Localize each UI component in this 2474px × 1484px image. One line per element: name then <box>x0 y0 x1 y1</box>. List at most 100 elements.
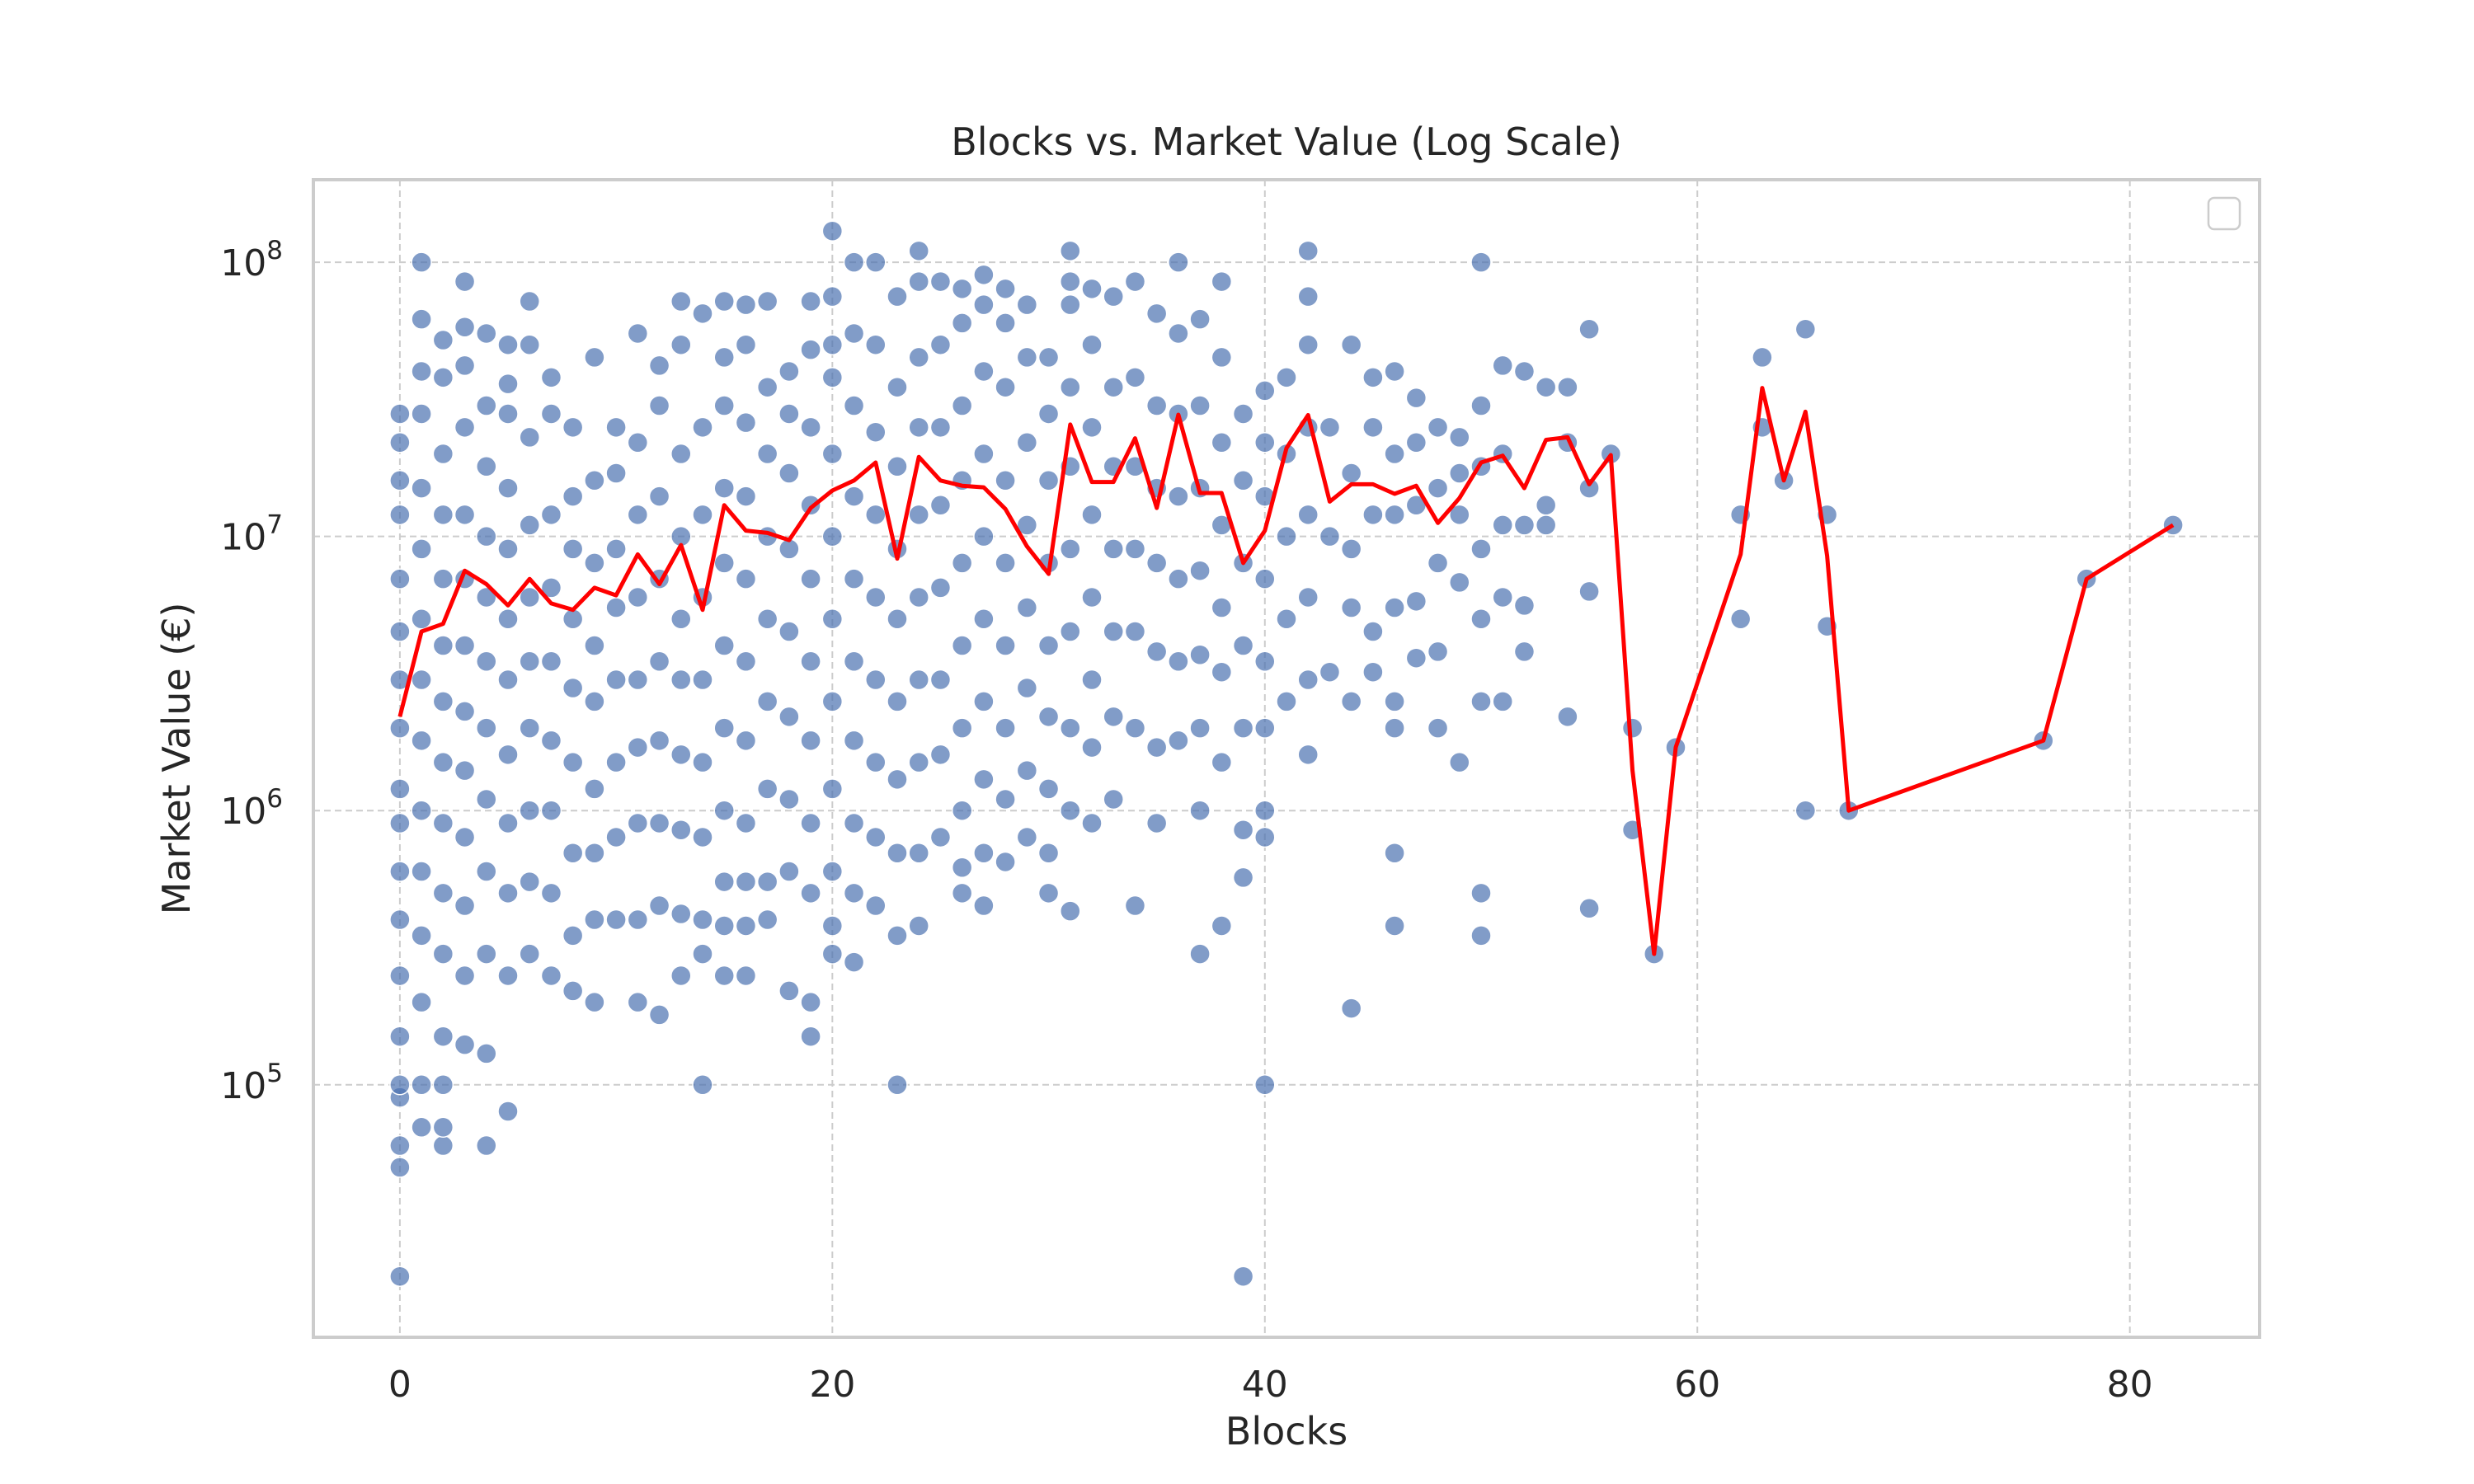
data-point <box>627 432 649 453</box>
data-point <box>843 251 865 273</box>
data-point <box>1319 525 1341 547</box>
data-point <box>1276 691 1297 712</box>
data-point <box>389 568 411 589</box>
data-point <box>756 909 778 931</box>
data-point <box>735 486 757 507</box>
data-point <box>1384 504 1405 526</box>
legend-box[interactable] <box>2207 196 2241 231</box>
data-point <box>562 751 584 773</box>
data-point <box>562 925 584 946</box>
data-point <box>1254 826 1276 848</box>
data-point <box>1189 644 1211 666</box>
data-point <box>540 367 562 388</box>
data-point <box>1232 1266 1254 1287</box>
data-point <box>821 443 844 465</box>
data-point <box>951 552 973 574</box>
data-point <box>1081 736 1103 758</box>
data-point <box>865 669 887 691</box>
data-point <box>1449 463 1470 484</box>
data-point <box>1362 621 1384 642</box>
data-point <box>887 456 908 477</box>
data-point <box>908 669 929 691</box>
data-point <box>995 717 1016 739</box>
data-point <box>1276 608 1297 630</box>
data-point <box>519 290 540 312</box>
data-point <box>476 1043 497 1064</box>
data-point <box>389 403 411 425</box>
y-tick-label: 105 <box>220 1059 283 1107</box>
data-point <box>1254 1074 1276 1096</box>
data-point <box>1168 486 1189 507</box>
data-point <box>1016 514 1038 536</box>
data-point <box>1297 669 1319 691</box>
data-point <box>1145 736 1168 758</box>
data-point <box>540 965 562 987</box>
data-point <box>670 669 692 691</box>
data-point <box>800 882 821 904</box>
data-point <box>1492 691 1513 712</box>
data-point <box>1211 270 1233 293</box>
data-point <box>1016 597 1038 618</box>
data-point <box>1557 706 1578 728</box>
data-point <box>908 240 929 262</box>
data-point <box>973 691 995 712</box>
data-point <box>1168 650 1189 673</box>
data-point <box>929 416 952 439</box>
data-point <box>497 812 519 834</box>
data-point <box>756 290 778 312</box>
data-point <box>1081 812 1103 834</box>
data-point <box>1449 504 1470 526</box>
data-point <box>821 220 844 242</box>
data-point <box>454 416 476 439</box>
plot-frame <box>312 178 2261 1339</box>
y-tick-label: 108 <box>220 236 283 284</box>
data-point <box>929 669 952 691</box>
data-point <box>692 504 713 526</box>
data-point <box>519 514 540 536</box>
data-point <box>1470 882 1492 904</box>
data-point <box>1362 504 1384 526</box>
data-point <box>1319 416 1341 439</box>
data-point <box>605 416 627 439</box>
x-tick-label: 60 <box>1674 1364 1720 1406</box>
data-point <box>1513 641 1536 663</box>
data-point <box>1578 580 1600 603</box>
data-point <box>648 812 670 834</box>
data-point <box>1535 514 1557 536</box>
x-tick-label: 0 <box>388 1364 412 1406</box>
data-point <box>454 759 476 782</box>
data-point <box>735 411 757 434</box>
data-point <box>1189 800 1211 821</box>
data-point <box>411 403 432 425</box>
data-point <box>1060 294 1081 316</box>
data-point <box>1016 294 1038 316</box>
data-point <box>1405 647 1427 669</box>
data-point <box>1060 376 1081 398</box>
data-point <box>1427 416 1449 439</box>
data-point <box>1037 403 1060 425</box>
data-point <box>1232 819 1254 841</box>
data-point <box>497 744 519 766</box>
data-point <box>519 800 540 821</box>
data-point <box>692 1074 713 1096</box>
data-point <box>1276 367 1297 388</box>
data-point <box>713 965 735 987</box>
data-point <box>584 552 605 574</box>
data-point <box>432 691 454 712</box>
data-point <box>540 800 562 821</box>
data-point <box>1384 597 1405 618</box>
data-point <box>1124 621 1146 642</box>
data-point <box>778 980 800 1002</box>
data-point <box>411 538 432 560</box>
data-point <box>1470 395 1492 416</box>
data-point <box>735 730 757 752</box>
data-point <box>800 730 821 752</box>
x-axis-label: Blocks <box>1225 1409 1348 1453</box>
data-point <box>476 788 497 810</box>
data-point <box>584 842 605 864</box>
data-point <box>756 871 778 893</box>
data-point <box>1060 538 1081 560</box>
data-point <box>821 525 844 547</box>
data-point <box>454 504 476 526</box>
data-point <box>1254 432 1276 453</box>
